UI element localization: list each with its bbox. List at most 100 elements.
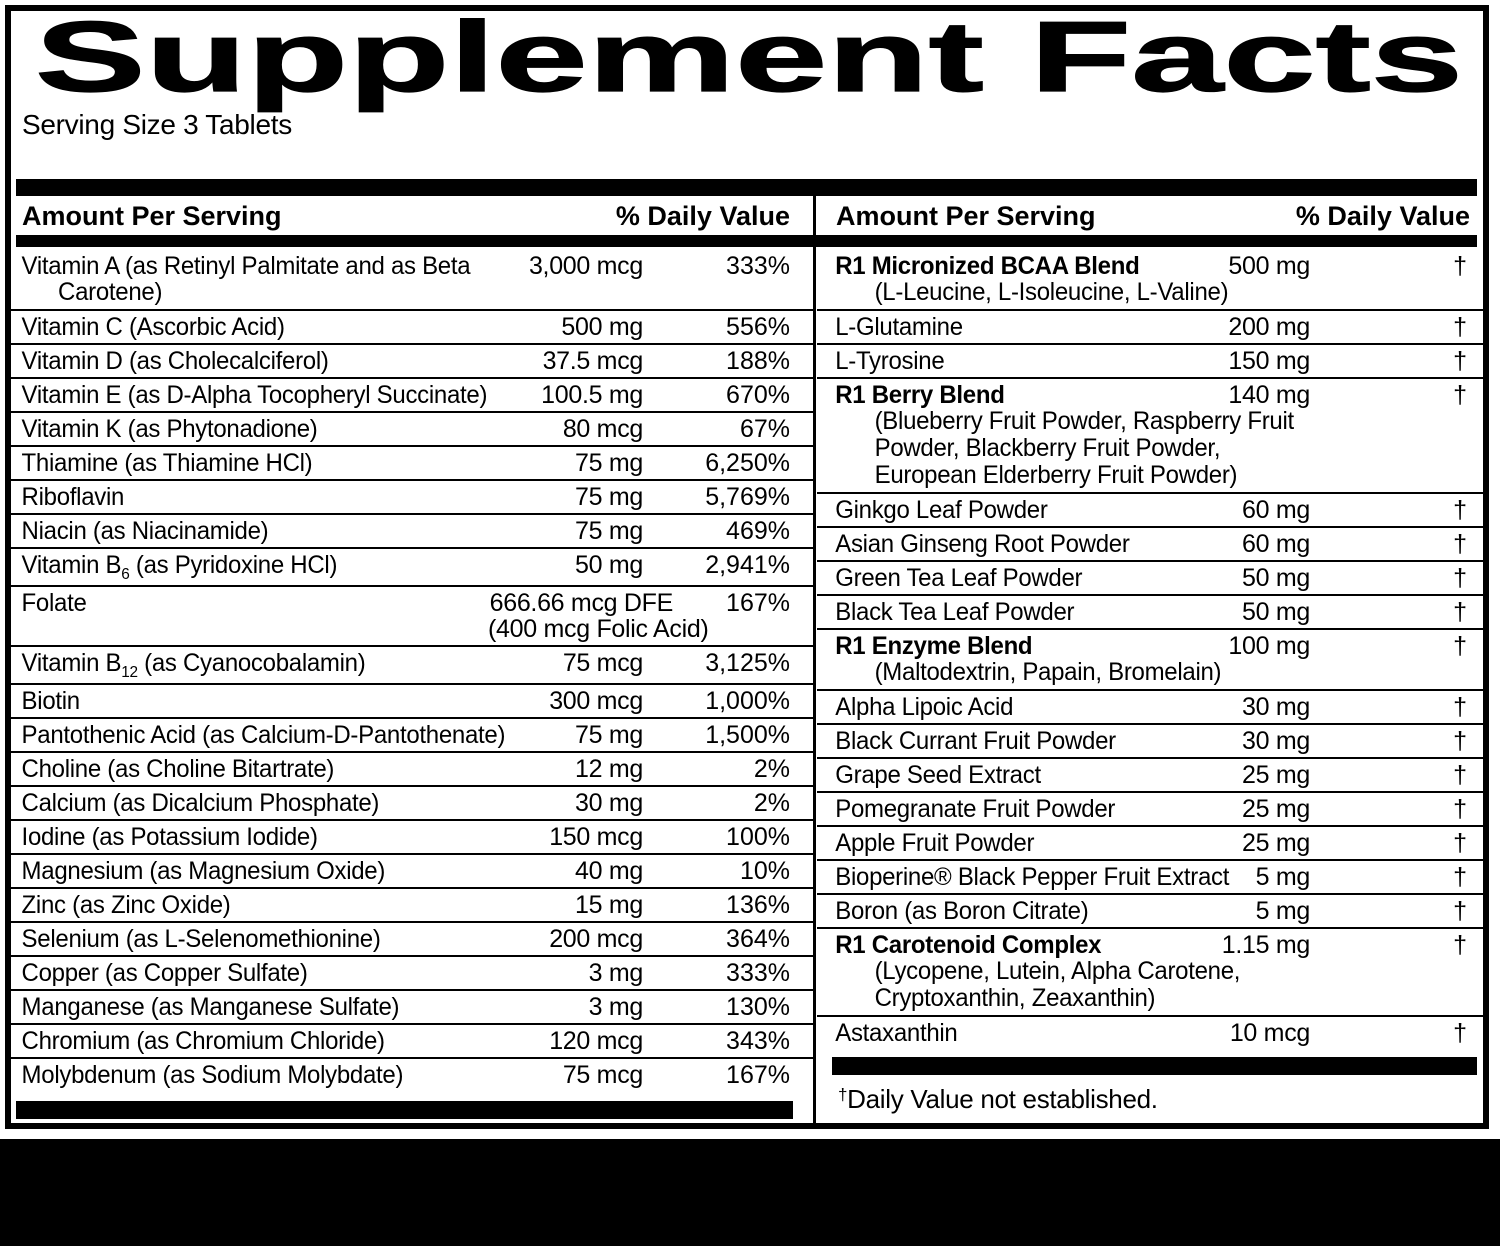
supplement-facts-label: Supplement Facts Serving Size 3 Tablets … — [5, 5, 1489, 1129]
daily-value-heading: % Daily Value — [615, 201, 790, 231]
ingredient-row: R1 Micronized BCAA Blend 500 mg † (L-Leucin… — [817, 250, 1483, 309]
ingredient-amount: 200 mcg — [458, 926, 643, 952]
ingredient-amount: 140 mg — [1160, 382, 1310, 408]
ingredient-name: Black Tea Leaf Powder — [835, 598, 1075, 626]
ingredient-name: Copper (as Copper Sulfate) — [21, 959, 308, 987]
ingredient-name: Vitamin D (as Cholecalciferol) — [21, 347, 329, 375]
ingredient-row-main: Astaxanthin 10 mcg † — [817, 1020, 1483, 1046]
ingredient-amount: 37.5 mcg — [458, 347, 644, 375]
ingredient-row: Chromium (as Chromium Chloride) 120 mcg 34… — [11, 1023, 813, 1057]
ingredient-row-main: Vitamin B6 (as Pyridoxine HCl) 50 mg 2,941… — [11, 551, 813, 583]
ingredient-amount: 3,000 mcg — [458, 253, 643, 279]
ingredient-amount: 75 mg — [458, 450, 643, 476]
left-column-end-bar — [16, 1101, 793, 1119]
subheader-bar — [16, 235, 1477, 247]
ingredient-row: R1 Enzyme Blend 100 mg † (Maltodextrin, Pap… — [817, 628, 1483, 689]
dv-footnote: †Daily Value not established. — [817, 1075, 1483, 1123]
ingredient-amount-line: 50 mg — [575, 551, 643, 579]
ingredient-amount-line: 50 mg — [1242, 598, 1310, 626]
ingredient-row: Manganese (as Manganese Sulfate) 3 mg 130% — [11, 989, 813, 1023]
ingredient-row: Molybdenum (as Sodium Molybdate) 75 mcg 16… — [11, 1057, 813, 1091]
ingredient-daily-value: 5,769% — [705, 483, 790, 511]
ingredient-amount-line: 200 mcg — [549, 925, 643, 953]
ingredient-amount: 10 mcg — [1160, 1020, 1310, 1046]
ingredient-name: Manganese (as Manganese Sulfate) — [21, 993, 400, 1021]
ingredient-row: R1 Carotenoid Complex 1.15 mg † (Lycopene, … — [817, 927, 1483, 1015]
ingredient-row: Folate 666.66 mcg DFE (400 mcg Folic Acid)… — [11, 585, 813, 645]
ingredient-daily-value: 136% — [726, 891, 790, 919]
ingredient-name: Ginkgo Leaf Powder — [835, 496, 1048, 524]
ingredient-daily-value: † — [1453, 252, 1467, 280]
bottom-band — [0, 1139, 1500, 1246]
ingredient-amount: 1.15 mg — [1160, 932, 1311, 958]
ingredient-amount: 50 mg — [458, 552, 643, 578]
ingredient-row-main: Molybdenum (as Sodium Molybdate) 75 mcg 16… — [11, 1062, 813, 1088]
serving-size-text: Serving Size 3 Tablets — [22, 109, 292, 140]
ingredient-row-main: Asian Ginseng Root Powder 60 mg † — [817, 531, 1483, 557]
ingredient-name: Apple Fruit Powder — [835, 829, 1035, 857]
ingredient-daily-value: 167% — [726, 589, 790, 617]
ingredient-row-main: L-Glutamine 200 mg † — [817, 314, 1483, 340]
ingredient-amount: 150 mcg — [458, 824, 643, 850]
ingredient-row: Vitamin D (as Cholecalciferol) 37.5 mcg 18… — [11, 343, 813, 377]
ingredient-name: Molybdenum (as Sodium Molybdate) — [21, 1061, 404, 1089]
ingredient-row-main: Black Tea Leaf Powder 50 mg † — [817, 599, 1483, 625]
ingredient-row: L-Tyrosine 150 mg † — [817, 343, 1483, 377]
dagger-symbol: † — [838, 1085, 848, 1104]
ingredient-components: European Elderberry Fruit Powder) — [874, 461, 1238, 489]
ingredient-name: L-Tyrosine — [835, 347, 945, 375]
right-column-end-bar — [832, 1057, 1477, 1075]
ingredient-amount: 120 mcg — [458, 1028, 643, 1054]
ingredient-amount-line: 60 mg — [1242, 496, 1310, 524]
ingredient-daily-value: † — [1453, 931, 1467, 959]
ingredient-amount-line: 37.5 mcg — [542, 347, 644, 375]
ingredient-row: Niacin (as Niacinamide) 75 mg 469% — [11, 513, 813, 547]
ingredient-row: Alpha Lipoic Acid 30 mg † — [817, 689, 1483, 723]
ingredient-name-text: Vitamin B — [21, 551, 122, 579]
ingredient-row: Iodine (as Potassium Iodide) 150 mcg 100% — [11, 819, 813, 853]
ingredient-row: Ginkgo Leaf Powder 60 mg † — [817, 492, 1483, 526]
ingredient-amount-line: 25 mg — [1242, 795, 1310, 823]
ingredient-amount: 150 mg — [1160, 348, 1310, 374]
ingredient-name: Selenium (as L-Selenomethionine) — [21, 925, 381, 953]
ingredient-row: Vitamin E (as D-Alpha Tocopheryl Succina… — [11, 377, 813, 411]
ingredient-name: Chromium (as Chromium Chloride) — [21, 1027, 385, 1055]
ingredient-amount-line: 30 mg — [575, 789, 643, 817]
ingredient-row: Calcium (as Dicalcium Phosphate) 30 mg 2% — [11, 785, 813, 819]
title-text: Supplement Facts — [35, 11, 1463, 113]
ingredient-name: Vitamin B6 (as Pyridoxine HCl) — [11, 551, 440, 583]
ingredient-row: Astaxanthin 10 mcg † — [817, 1015, 1483, 1049]
ingredient-row-main: Vitamin A (as Retinyl Palmitate and as B… — [11, 253, 813, 279]
ingredient-name: Vitamin E (as D-Alpha Tocopheryl Succina… — [21, 381, 488, 409]
ingredient-name: Pantothenic Acid (as Calcium-D-Pantothen… — [21, 721, 506, 749]
ingredient-name: L-Glutamine — [835, 313, 963, 341]
ingredient-row: R1 Berry Blend 140 mg † (Blueberry Fruit Po… — [817, 377, 1483, 492]
ingredient-amount: 200 mg — [1160, 314, 1310, 340]
ingredient-daily-value: 130% — [726, 993, 790, 1021]
ingredient-columns: Vitamin A (as Retinyl Palmitate and as B… — [11, 250, 1483, 1123]
ingredient-row: Black Tea Leaf Powder 50 mg † — [817, 594, 1483, 628]
ingredient-amount-line: 3 mg — [588, 959, 644, 987]
ingredient-amount-line: 25 mg — [1242, 829, 1310, 857]
ingredient-daily-value: 2,941% — [705, 551, 790, 579]
ingredient-amount-line: 40 mg — [575, 857, 643, 885]
dv-footnote-text: Daily Value not established. — [847, 1084, 1158, 1114]
ingredient-row-main: Vitamin C (Ascorbic Acid) 500 mg 556% — [11, 314, 813, 340]
ingredient-name-text: (as Cyanocobalamin) — [137, 649, 366, 677]
ingredient-row-main: Choline (as Choline Bitartrate) 12 mg 2% — [11, 756, 813, 782]
ingredient-daily-value: † — [1453, 530, 1467, 558]
ingredient-row: Apple Fruit Powder 25 mg † — [817, 825, 1483, 859]
ingredient-row-main: Pantothenic Acid (as Calcium-D-Pantothen… — [11, 722, 813, 748]
ingredient-row-main: Zinc (as Zinc Oxide) 15 mg 136% — [11, 892, 813, 918]
ingredient-amount: 30 mg — [458, 790, 643, 816]
ingredient-daily-value: † — [1453, 897, 1467, 925]
ingredient-name: Magnesium (as Magnesium Oxide) — [21, 857, 386, 885]
ingredient-components: Cryptoxanthin, Zeaxanthin) — [874, 984, 1156, 1012]
ingredient-components: (Maltodextrin, Papain, Bromelain) — [874, 658, 1222, 686]
ingredient-amount: 30 mg — [1160, 728, 1310, 754]
ingredient-amount-line: (400 mcg Folic Acid) — [488, 615, 709, 643]
ingredient-row: Selenium (as L-Selenomethionine) 200 mcg 3… — [11, 921, 813, 955]
ingredient-amount-line: 75 mcg — [562, 1061, 643, 1089]
ingredient-name: Vitamin A (as Retinyl Palmitate and as B… — [21, 252, 471, 280]
ingredient-amount: 500 mg — [1160, 253, 1310, 279]
